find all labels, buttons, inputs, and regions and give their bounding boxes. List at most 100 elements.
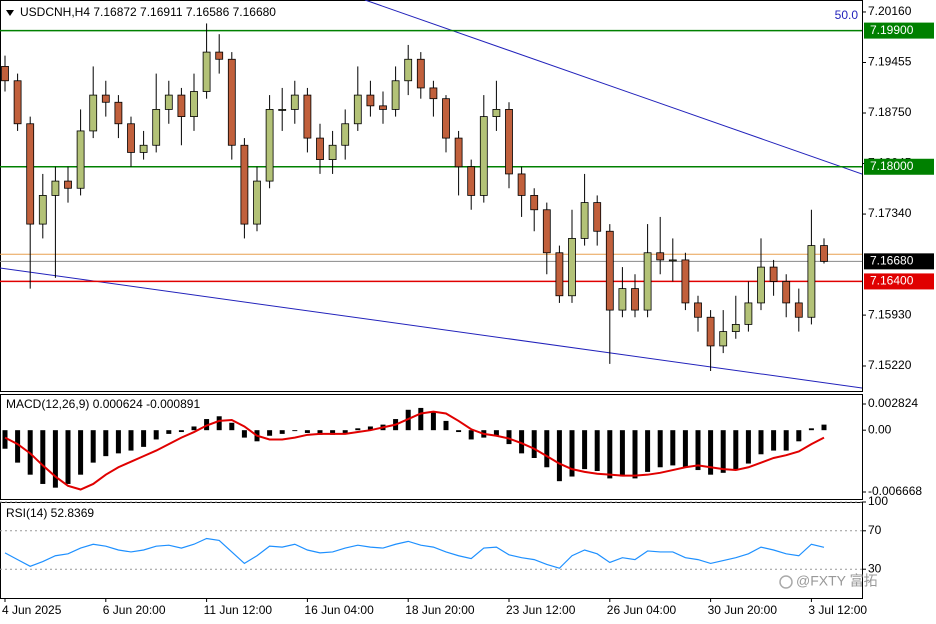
macd-bar: [166, 430, 172, 434]
macd-bar: [632, 430, 638, 479]
macd-bar: [78, 430, 84, 475]
price-label: 7.19900: [870, 23, 914, 37]
candle-body: [530, 195, 539, 211]
candle-body: [782, 281, 791, 304]
candle-body: [820, 245, 828, 262]
macd-bar: [607, 430, 613, 479]
x-tick-label: 18 Jun 20:00: [405, 603, 475, 617]
macd-bar: [758, 430, 764, 455]
candle-body: [643, 252, 652, 311]
candle-body: [366, 94, 375, 107]
trendline: [364, 0, 862, 175]
macd-bar: [695, 430, 701, 471]
macd-bar: [544, 430, 550, 468]
macd-bar: [330, 430, 336, 435]
candle-body: [631, 288, 639, 311]
y-tick-label: 7.19455: [868, 55, 912, 69]
candle-body: [64, 180, 72, 189]
menu-arrow: [6, 10, 14, 16]
candle-body: [681, 259, 690, 304]
candle-body: [492, 109, 501, 117]
candle-body: [127, 123, 135, 153]
candle-body: [404, 58, 413, 82]
rsi-line: [4, 537, 825, 569]
macd-bar: [40, 430, 46, 484]
macd-bar: [15, 430, 21, 463]
candle-body: [731, 324, 740, 332]
trendline: [0, 267, 862, 389]
watermark: @FXTY 富拓: [796, 573, 878, 589]
candle-body: [757, 266, 765, 304]
candle-body: [517, 173, 526, 196]
macd-bar: [317, 430, 323, 435]
candle-body: [605, 230, 614, 311]
x-tick-label: 30 Jun 20:00: [708, 603, 778, 617]
candle-body: [303, 94, 312, 139]
candle-body: [1, 66, 9, 82]
candle-body: [152, 109, 161, 146]
macd-bar: [456, 430, 462, 433]
y-tick-label: 0.002824: [868, 396, 918, 410]
macd-bar: [52, 430, 58, 488]
candle-body: [202, 51, 211, 92]
candle-body: [769, 266, 778, 282]
y-tick-label: 30: [868, 561, 882, 575]
y-tick-label: 100: [868, 494, 888, 508]
candle-body: [328, 144, 337, 160]
macd-bar: [103, 430, 109, 457]
macd-bar: [506, 430, 512, 445]
macd-bar: [355, 428, 361, 431]
y-tick-label: 70: [868, 523, 882, 537]
macd-bar: [342, 430, 348, 433]
candle-body: [51, 180, 60, 196]
price-label-box: [864, 158, 934, 175]
macd-bar: [241, 430, 247, 438]
candle-body: [454, 137, 463, 168]
candle-body: [215, 51, 224, 60]
candle-body: [38, 195, 47, 225]
candle-body: [265, 109, 274, 182]
candle-body: [656, 252, 665, 261]
candle-body: [668, 259, 677, 262]
price-label-box: [864, 273, 934, 290]
price-label-box: [864, 253, 934, 270]
candle-body: [442, 98, 450, 139]
rsi-panel: [0, 502, 863, 599]
candle-body: [341, 123, 350, 146]
macd-bar: [582, 430, 588, 470]
macd-bar: [430, 411, 436, 431]
macd-bar: [682, 430, 688, 468]
candle-body: [479, 116, 488, 196]
watermark-icon: [779, 575, 793, 589]
candle-body: [542, 209, 551, 254]
candle-body: [76, 130, 85, 189]
y-tick-label: 7.17340: [868, 206, 912, 220]
y-tick-label: 7.15930: [868, 307, 912, 321]
candle-body: [429, 87, 438, 100]
macd-bar: [657, 430, 663, 468]
macd-bar: [468, 430, 474, 440]
signal-line: [4, 410, 825, 491]
candle-body: [240, 144, 249, 225]
macd-bar: [531, 430, 537, 458]
y-tick-label: -0.006668: [868, 484, 922, 498]
price-label: 7.16400: [870, 274, 914, 288]
macd-bar: [90, 430, 96, 463]
chart-title: USDCNH,H4 7.16872 7.16911 7.16586 7.1668…: [20, 5, 276, 19]
candle-body: [568, 238, 576, 297]
candle-body: [278, 109, 287, 111]
macd-bar: [216, 416, 222, 431]
price-label: 7.18000: [870, 159, 914, 173]
macd-bar: [229, 422, 235, 431]
panel-title: RSI(14) 52.8369: [6, 506, 94, 520]
candle-body: [26, 123, 35, 225]
macd-bar: [367, 426, 373, 431]
candle-body: [89, 94, 98, 132]
candle-body: [416, 58, 425, 89]
y-tick-label: 0.00: [868, 422, 892, 436]
macd-bar: [191, 426, 197, 431]
plot-area: [4, 537, 825, 569]
candle-body: [618, 288, 627, 311]
candle-body: [391, 80, 400, 110]
